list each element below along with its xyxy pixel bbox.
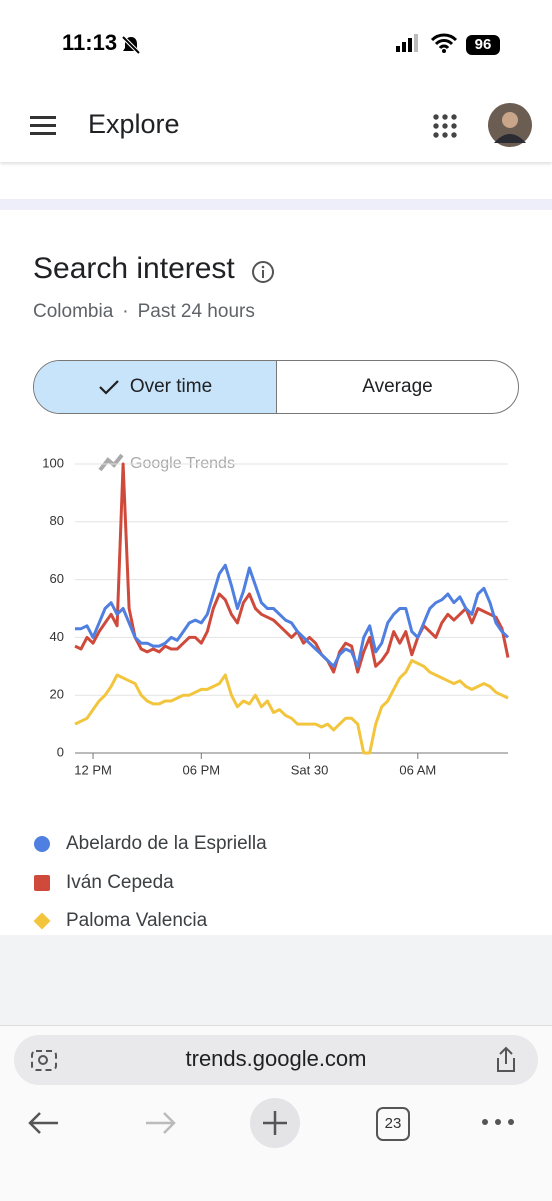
toggle-label: Over time: [129, 376, 213, 397]
y-tick-label: 80: [50, 513, 64, 528]
signal-icon: [396, 34, 418, 52]
y-tick-label: 60: [50, 571, 64, 586]
address-bar[interactable]: [14, 1035, 538, 1085]
x-tick-label: 06 PM: [183, 762, 221, 777]
y-tick-label: 20: [50, 687, 64, 702]
legend-marker: [34, 836, 50, 852]
avatar[interactable]: [488, 103, 532, 147]
subtitle: Colombia · Past 24 hours: [33, 301, 255, 323]
check-icon: [99, 380, 119, 395]
url: trends.google.com: [185, 1046, 367, 1071]
x-tick-label: 12 PM: [74, 762, 112, 777]
legend-marker: [33, 912, 51, 930]
legend-label: Abelardo de la Espriella: [66, 833, 267, 854]
info-button[interactable]: [251, 260, 275, 284]
view-toggle: Over time Average: [33, 360, 519, 414]
forward-button[interactable]: [142, 1108, 178, 1138]
watermark-icon: [98, 453, 124, 472]
y-tick-label: 100: [42, 455, 64, 470]
legend-label: Paloma Valencia: [66, 910, 208, 931]
new-tab-button[interactable]: [250, 1098, 300, 1148]
app-header: [0, 90, 552, 162]
legend-item: Iván Cepeda: [33, 864, 174, 902]
legend-label: Iván Cepeda: [66, 871, 174, 893]
legend-item: Abelardo de la Espriella: [33, 825, 267, 863]
clock: 11:13: [62, 30, 118, 55]
series-line: [75, 563, 510, 668]
back-button[interactable]: [26, 1108, 62, 1138]
lens-icon[interactable]: [30, 1047, 58, 1073]
series-line: [74, 462, 510, 674]
battery: 96: [466, 35, 500, 55]
y-tick-label: 40: [50, 629, 64, 644]
share-icon[interactable]: [494, 1046, 518, 1074]
separator: ·: [122, 301, 129, 322]
silent-icon: [121, 35, 141, 55]
card-title: Search interest: [33, 252, 235, 285]
toggle-average[interactable]: Average: [277, 361, 518, 413]
x-tick-label: Sat 30: [291, 762, 329, 777]
period: Past 24 hours: [137, 301, 255, 322]
y-tick-label: 0: [57, 744, 64, 759]
legend-marker: [34, 874, 50, 891]
apps-button[interactable]: [432, 113, 458, 139]
divider-band: [0, 199, 552, 210]
toggle-over-time[interactable]: Over time: [34, 361, 277, 413]
menu-button[interactable]: [30, 114, 58, 136]
more-button[interactable]: [480, 1114, 516, 1130]
series-line: [74, 659, 509, 755]
wifi-icon: [430, 33, 458, 53]
legend-item: Paloma Valencia: [33, 902, 207, 940]
location: Colombia: [33, 301, 114, 322]
toggle-label: Average: [362, 376, 433, 397]
tabs-button[interactable]: 23: [376, 1107, 410, 1141]
page-background: [0, 935, 552, 1025]
x-tick-label: 06 AM: [399, 762, 436, 777]
header-title: Explore: [88, 109, 180, 139]
